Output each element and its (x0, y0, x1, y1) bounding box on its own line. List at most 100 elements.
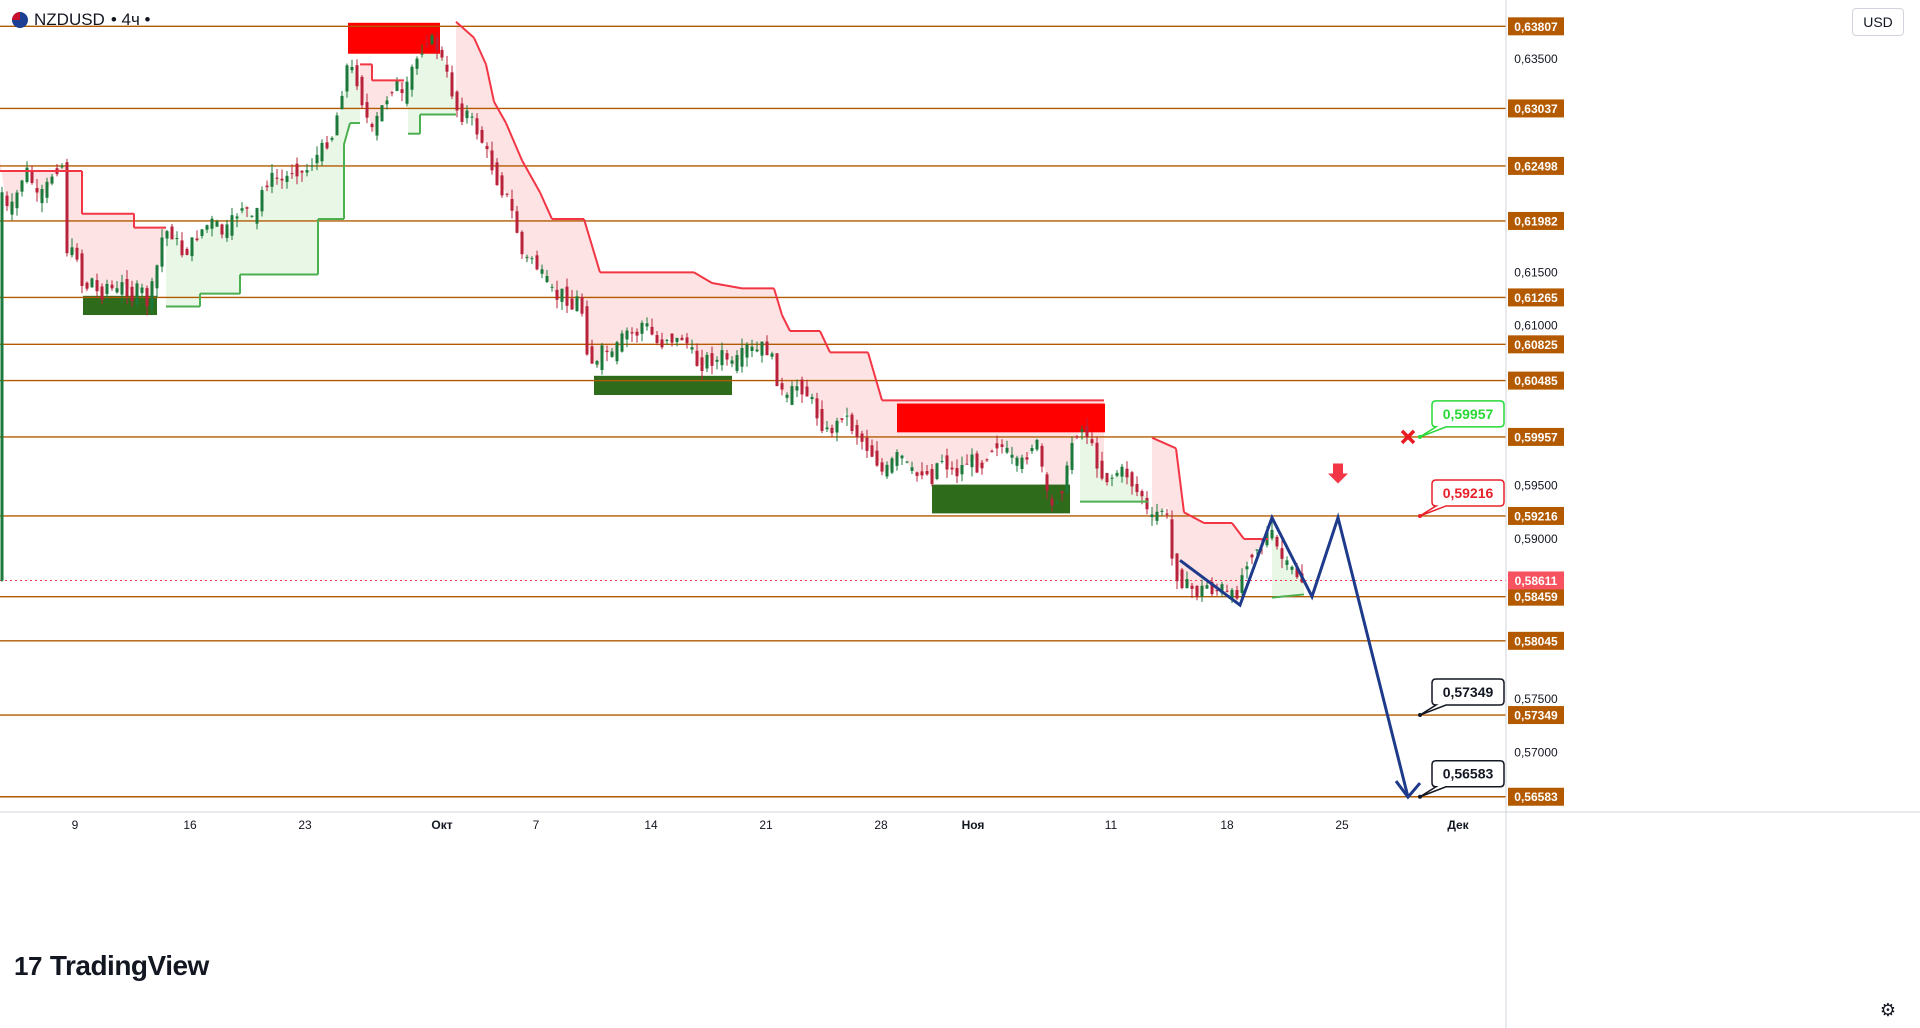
candle-body (1110, 477, 1114, 479)
candle-body (260, 190, 264, 212)
candle-body (600, 345, 604, 371)
current-price-label: 0,58611 (1515, 574, 1558, 588)
time-tick-label: 14 (644, 818, 658, 832)
candle-body (85, 282, 89, 289)
stop-segment-bear (1151, 436, 1177, 450)
candle-body (1295, 567, 1299, 578)
candle-body (1105, 473, 1109, 483)
time-tick-label: 18 (1220, 818, 1234, 832)
candle-body (215, 221, 219, 227)
gear-icon[interactable]: ⚙ (1879, 1000, 1897, 1020)
time-tick-label: 7 (533, 818, 540, 832)
candle-body (805, 386, 809, 397)
candle-body (180, 240, 184, 256)
candle-body (655, 335, 659, 343)
price-tick-label: 0,57000 (1514, 745, 1558, 759)
candle-body (830, 427, 834, 434)
level-axis-tag (1508, 335, 1564, 354)
candle-body (380, 105, 384, 122)
stop-segment-bear (711, 282, 743, 290)
price-axis[interactable]: 0,63807 0,63037 0,62498 0,61982 0,61265 0,608… (1505, 0, 1564, 1028)
candle-body (685, 337, 689, 344)
candle-body (895, 452, 899, 466)
callout-layer: 0,59957 0,59216 0,57349 0,56583 (1418, 400, 1505, 799)
stop-fill-bear (1176, 448, 1184, 582)
time-tick-label: Дек (1447, 818, 1469, 832)
candle-body (1070, 443, 1074, 470)
candle-body (765, 341, 769, 356)
stop-segment-bull (1271, 593, 1305, 599)
candle-body (1185, 579, 1189, 589)
stop-segment-bear (1183, 511, 1205, 524)
candle-body (1285, 560, 1289, 565)
candle-body (1250, 554, 1254, 558)
candle-body (1255, 549, 1259, 551)
candle-body (195, 238, 199, 241)
candle-body (875, 450, 879, 466)
candle-body (165, 231, 169, 239)
currency-button[interactable]: USD (1852, 8, 1904, 36)
candle-body (210, 218, 214, 229)
price-tick-label: 0,57500 (1514, 692, 1558, 706)
callout-label: 0,57349 (1443, 684, 1494, 700)
candle-body (1205, 585, 1209, 589)
stop-fill-bear (712, 283, 742, 367)
candle-body (1030, 448, 1034, 452)
level-layer (0, 25, 1506, 798)
candle-body (95, 280, 99, 292)
candle-body (700, 357, 704, 371)
stop-fill-bear (372, 80, 404, 134)
candle-body (240, 208, 244, 211)
stop-segment-bear (867, 352, 883, 401)
candle-body (640, 322, 644, 334)
symbol-header[interactable]: NZDUSD • 4ч • (12, 10, 151, 30)
candle-body (5, 195, 9, 206)
candle-body (100, 286, 104, 300)
candle-body (660, 339, 664, 348)
candle-body (245, 207, 249, 209)
candle-body (1130, 472, 1134, 487)
callout-label: 0,59216 (1443, 485, 1494, 501)
candle-body (200, 229, 204, 236)
time-axis[interactable]: 9 16 23 Окт 7 14 21 28 Ноя 11 18 25 Дек (0, 811, 1920, 832)
candle-body (1085, 425, 1089, 438)
tradingview-logo[interactable]: 17 TradingView (14, 950, 209, 982)
candle-body (775, 353, 779, 387)
stop-segment-bear (505, 122, 523, 161)
candle-body (680, 337, 684, 341)
candle-body (330, 137, 334, 140)
candle-body (940, 460, 944, 462)
candle-body (105, 283, 109, 295)
candle-body (1245, 566, 1249, 570)
candle-body (745, 344, 749, 358)
candle-body (1095, 442, 1099, 469)
candle-body (425, 43, 429, 45)
candle-body (510, 198, 514, 211)
candle-body (530, 258, 534, 260)
candle-body (540, 269, 544, 274)
candle-body (1290, 566, 1294, 570)
candle-body (1175, 553, 1179, 582)
candle-body (70, 247, 74, 256)
stop-fill-bull (408, 57, 420, 134)
candle-layer (0, 32, 1304, 603)
candle-body (570, 298, 574, 310)
stop-fill-bear (742, 288, 774, 358)
candle-body (790, 386, 794, 405)
candle-body (390, 92, 394, 94)
level-axis-tag (1508, 631, 1564, 650)
candle-body (1275, 536, 1279, 547)
candle-body (40, 188, 44, 204)
candle-body (855, 425, 859, 437)
candle-body (430, 35, 434, 45)
candle-body (310, 165, 314, 167)
level-axis-label: 0,62498 (1514, 159, 1558, 173)
candle-body (325, 142, 329, 149)
stop-segment-bear (493, 101, 507, 124)
logo-mark: 17 (14, 950, 42, 981)
candle-body (1230, 589, 1234, 601)
time-tick-label: 9 (72, 818, 79, 832)
candle-body (140, 287, 144, 294)
candle-body (45, 181, 49, 198)
